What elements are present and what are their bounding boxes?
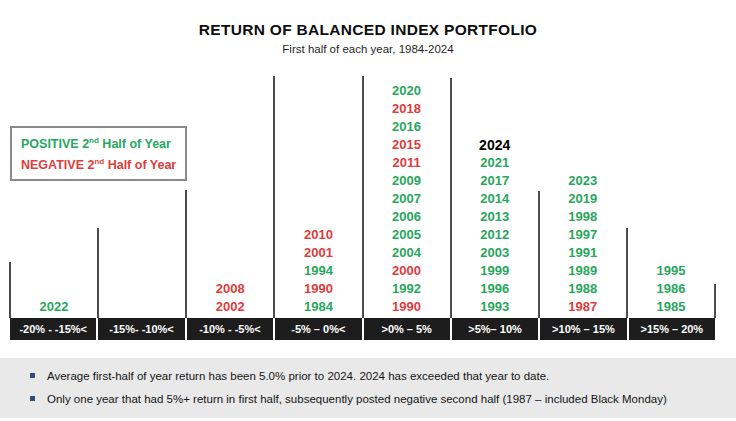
year-label: 2000 bbox=[392, 262, 421, 280]
year-label: 1988 bbox=[568, 280, 597, 298]
year-label: 2011 bbox=[392, 154, 420, 172]
chart-column: 20232019199819971991198919881987 bbox=[539, 0, 627, 318]
year-label: 2013 bbox=[480, 208, 509, 226]
chart-column: 2020201820162015201120092007200620052004… bbox=[363, 0, 451, 318]
chart-column: 20082002 bbox=[186, 0, 274, 318]
chart-column: 2024202120172014201320122003199919961993 bbox=[451, 0, 539, 318]
year-label: 2009 bbox=[392, 172, 421, 190]
year-label: 1991 bbox=[568, 244, 597, 262]
year-label: 2002 bbox=[216, 298, 245, 316]
footnote-item: Only one year that had 5%+ return in fir… bbox=[0, 392, 736, 406]
year-label: 2008 bbox=[216, 280, 245, 298]
year-label: 1995 bbox=[656, 262, 685, 280]
x-axis-bar: -20% - -15%<-15%- -10%<-10% - -5%<-5% – … bbox=[10, 318, 715, 340]
axis-category-label: >5%– 10% bbox=[452, 318, 538, 340]
year-label: 2018 bbox=[392, 100, 421, 118]
year-label: 2010 bbox=[304, 226, 333, 244]
year-label: 2005 bbox=[392, 226, 421, 244]
year-label: 2014 bbox=[480, 190, 509, 208]
chart-column: 2022 bbox=[10, 0, 98, 318]
chart-column: 20102001199419901984 bbox=[274, 0, 362, 318]
chart-plot-area: 2022200820022010200119941990198420202018… bbox=[10, 0, 715, 318]
year-label: 1993 bbox=[480, 298, 509, 316]
axis-category-label: -10% - -5%< bbox=[187, 318, 273, 340]
year-label: 2023 bbox=[568, 172, 597, 190]
year-label: 2021 bbox=[480, 154, 509, 172]
axis-category-label: -20% - -15%< bbox=[10, 318, 96, 340]
year-label: 2019 bbox=[568, 190, 597, 208]
year-label: 2004 bbox=[392, 244, 421, 262]
year-label-current: 2024 bbox=[479, 136, 510, 154]
axis-category-label: >15% – 20% bbox=[629, 318, 715, 340]
year-label: 1999 bbox=[480, 262, 509, 280]
year-label: 2006 bbox=[392, 208, 421, 226]
footnote-text: Average first-half of year return has be… bbox=[47, 369, 549, 383]
slide-canvas: RETURN OF BALANCED INDEX PORTFOLIO First… bbox=[0, 0, 736, 421]
footnote-panel: Average first-half of year return has be… bbox=[0, 358, 736, 418]
year-label: 2007 bbox=[392, 190, 421, 208]
axis-category-label: -15%- -10%< bbox=[98, 318, 184, 340]
year-label: 2015 bbox=[392, 136, 421, 154]
year-label: 2020 bbox=[392, 82, 421, 100]
chart-column: 199519861985 bbox=[627, 0, 715, 318]
year-label: 2003 bbox=[480, 244, 509, 262]
year-label: 1987 bbox=[568, 298, 597, 316]
year-label: 2016 bbox=[392, 118, 421, 136]
axis-category-label: -5% – 0%< bbox=[275, 318, 361, 340]
year-label: 1984 bbox=[304, 298, 333, 316]
year-label: 1997 bbox=[568, 226, 597, 244]
year-label: 1985 bbox=[656, 298, 685, 316]
footnote-item: Average first-half of year return has be… bbox=[0, 369, 736, 383]
axis-category-label: >10% – 15% bbox=[540, 318, 626, 340]
year-label: 1990 bbox=[304, 280, 333, 298]
year-label: 1996 bbox=[480, 280, 509, 298]
year-label: 1990 bbox=[392, 298, 421, 316]
year-label: 2012 bbox=[480, 226, 509, 244]
year-label: 1992 bbox=[392, 280, 421, 298]
year-label: 1989 bbox=[568, 262, 597, 280]
year-label: 2017 bbox=[480, 172, 509, 190]
year-label: 2022 bbox=[40, 298, 69, 316]
axis-category-label: >0% – 5% bbox=[364, 318, 450, 340]
bullet-icon bbox=[30, 396, 35, 401]
year-label: 1994 bbox=[304, 262, 333, 280]
bullet-icon bbox=[30, 373, 35, 378]
year-label: 1998 bbox=[568, 208, 597, 226]
chart-column bbox=[98, 0, 186, 318]
year-label: 1986 bbox=[656, 280, 685, 298]
footnote-text: Only one year that had 5%+ return in fir… bbox=[47, 392, 667, 406]
year-label: 2001 bbox=[304, 244, 333, 262]
